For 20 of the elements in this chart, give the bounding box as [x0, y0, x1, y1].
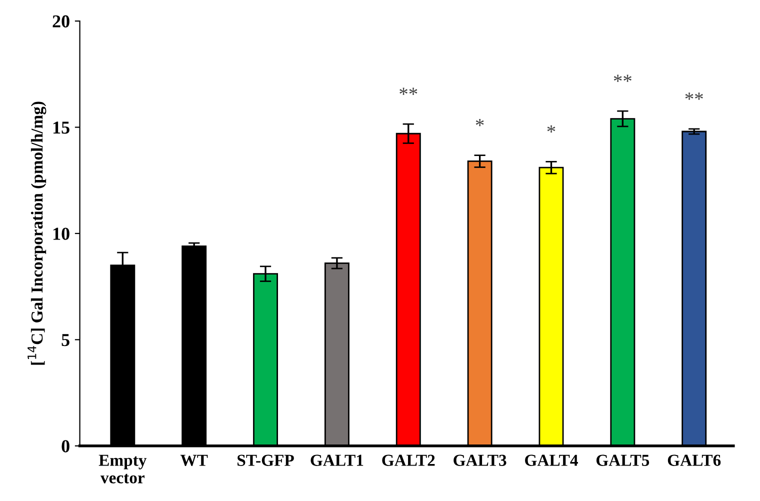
x-tick-label: ST-GFP — [238, 454, 294, 466]
data-label: * — [547, 125, 556, 132]
data-label: ** — [400, 88, 418, 95]
y-tick-label: 0 — [62, 440, 70, 452]
x-tick-label: GALT3 — [454, 454, 506, 466]
x-tick-label: GALT6 — [668, 454, 721, 466]
y-tick-label: 15 — [53, 122, 70, 134]
data-label: ** — [685, 92, 703, 100]
data-label: * — [476, 118, 484, 126]
x-tick-label: GALT5 — [596, 454, 650, 466]
x-tick-label: GALT4 — [525, 454, 578, 466]
y-tick-label: 20 — [52, 15, 70, 28]
x-tick-label: GALT2 — [382, 454, 435, 466]
x-tick-label: Empty vector — [98, 454, 147, 484]
data-label: ** — [614, 74, 632, 82]
y-tick-label: 10 — [53, 228, 70, 240]
y-tick-label: 5 — [62, 334, 70, 346]
x-tick-label: WT — [180, 454, 208, 466]
y-axis-title: [$^{14}$C] Gal Incorporation (pmol/h/mg) — [28, 102, 46, 365]
x-tick-label: GALT1 — [310, 454, 364, 466]
